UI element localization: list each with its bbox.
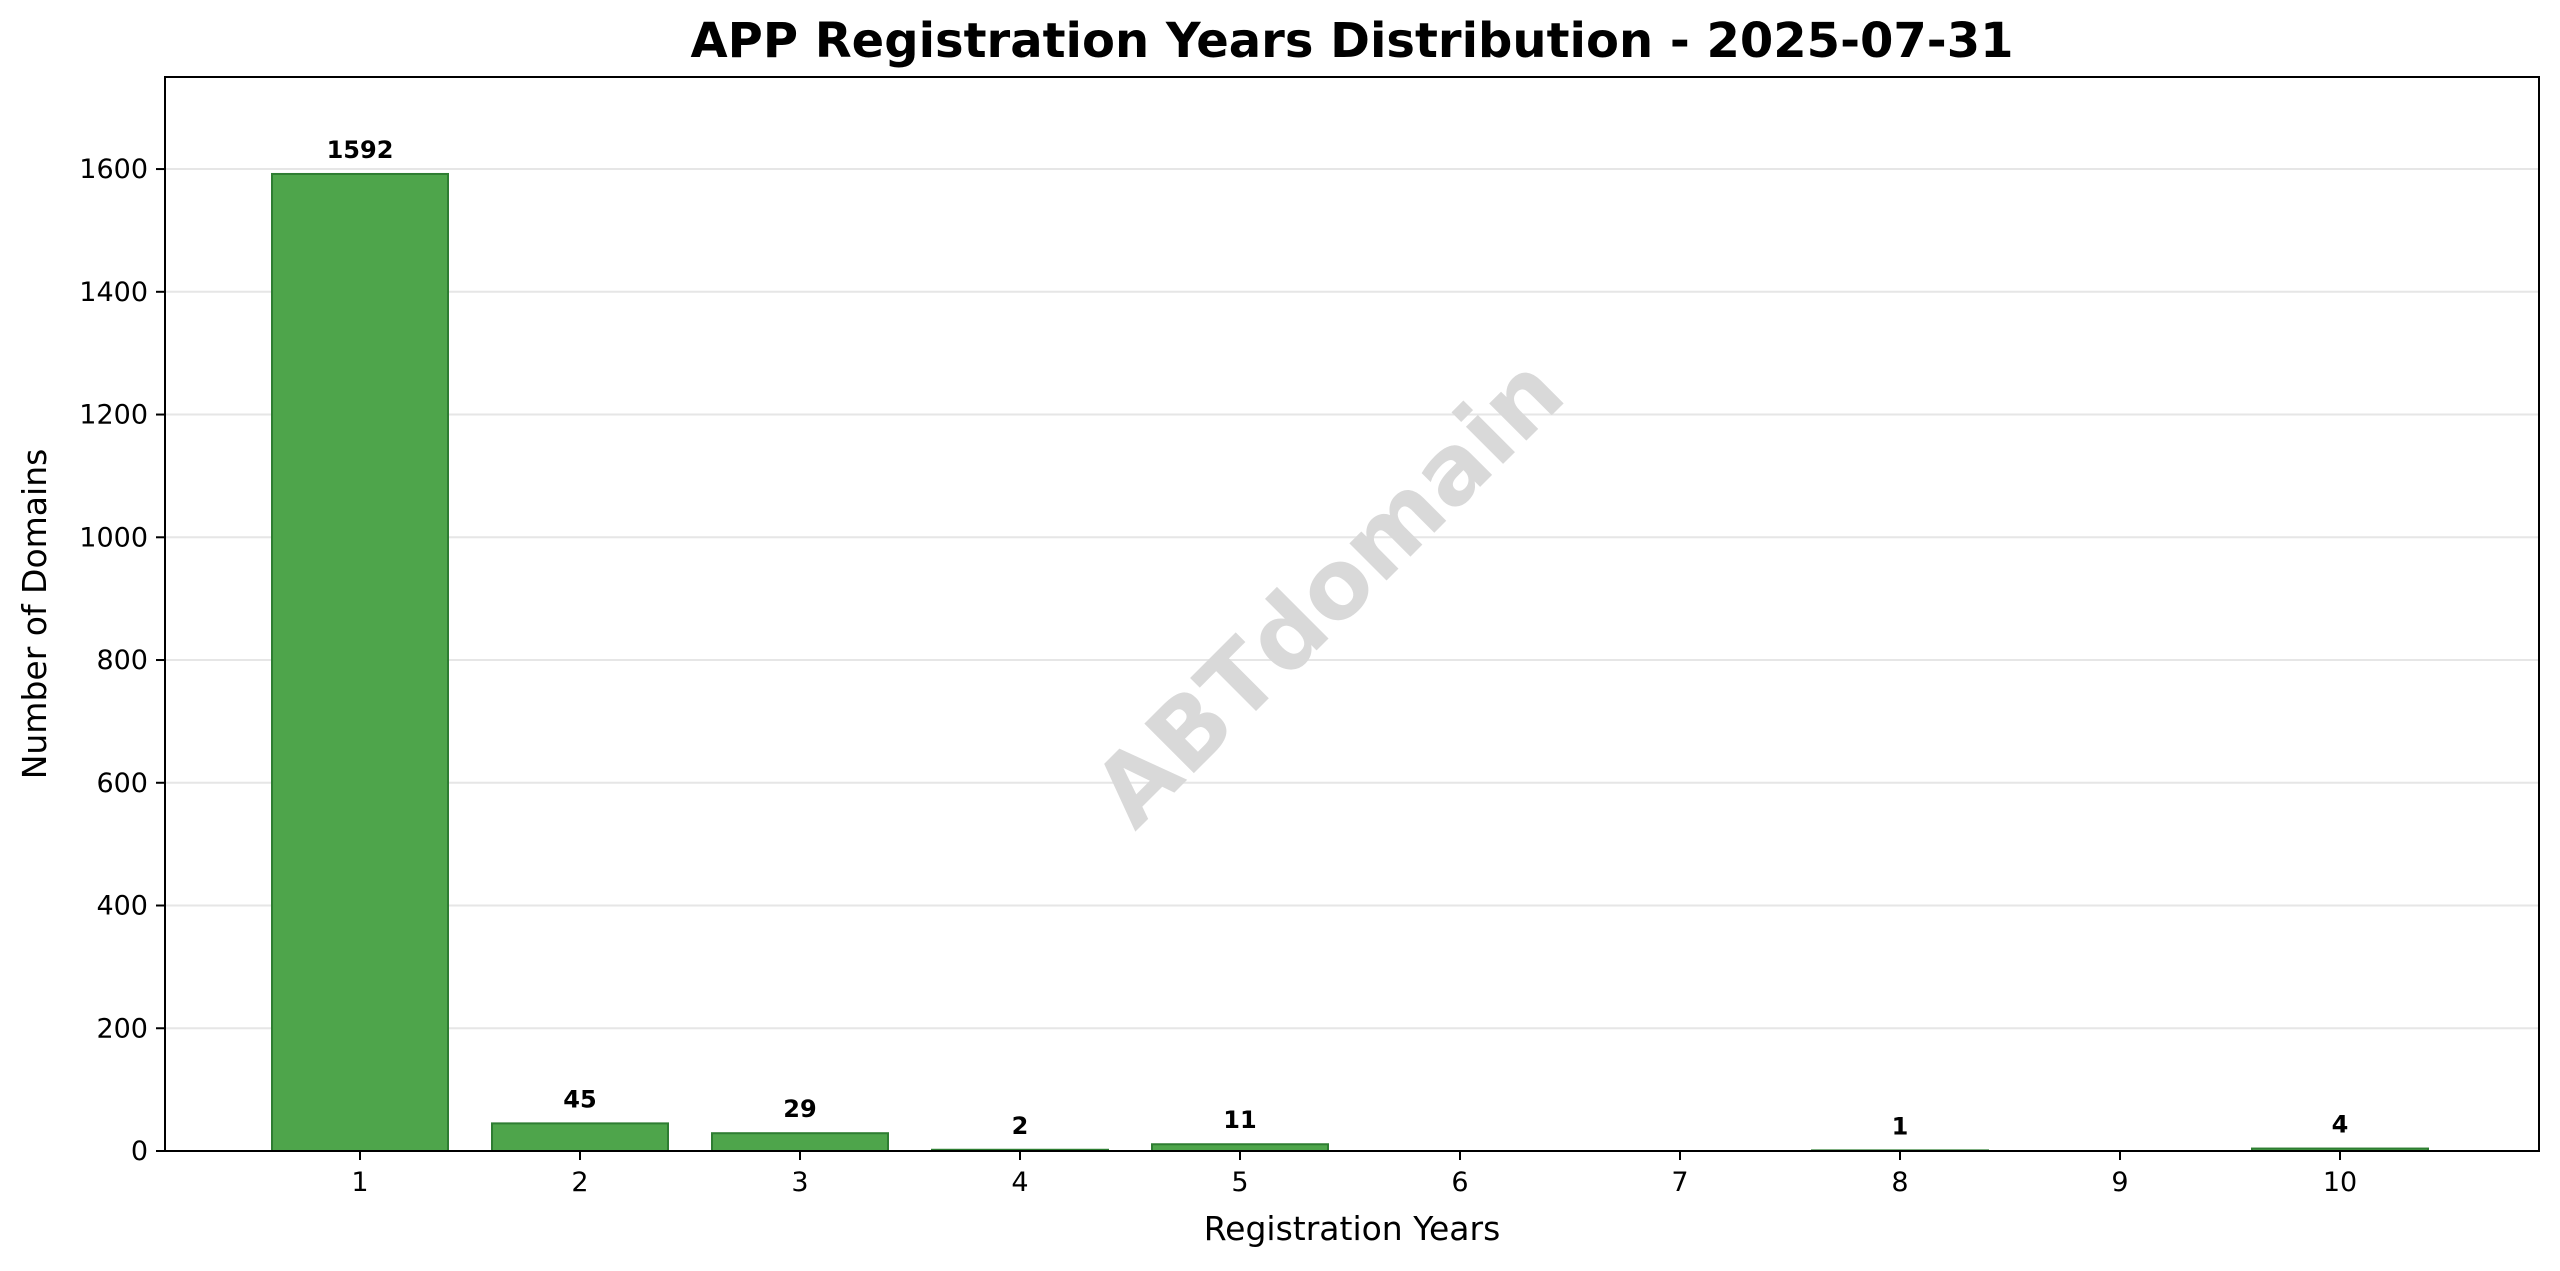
x-tick-label: 8 bbox=[1891, 1167, 1908, 1198]
y-tick-label: 600 bbox=[96, 768, 148, 799]
x-tick-label: 3 bbox=[791, 1167, 808, 1198]
x-tick-label: 2 bbox=[571, 1167, 588, 1198]
y-tick-label: 1200 bbox=[79, 400, 148, 431]
y-tick-label: 1000 bbox=[79, 522, 148, 553]
y-tick-label: 1400 bbox=[79, 277, 148, 308]
data-label: 1592 bbox=[327, 136, 394, 164]
bar bbox=[711, 1132, 889, 1152]
x-tick-label: 7 bbox=[1671, 1167, 1688, 1198]
x-axis-label: Registration Years bbox=[1204, 1209, 1501, 1248]
y-tick-label: 200 bbox=[96, 1013, 148, 1044]
x-tick-label: 10 bbox=[2323, 1167, 2357, 1198]
x-tick-label: 5 bbox=[1231, 1167, 1248, 1198]
plot-frame bbox=[164, 76, 2540, 1152]
x-tick-label: 4 bbox=[1011, 1167, 1028, 1198]
y-axis-label: Number of Domains bbox=[15, 449, 54, 780]
bar bbox=[491, 1122, 669, 1152]
chart-title: APP Registration Years Distribution - 20… bbox=[690, 13, 2013, 69]
data-label: 45 bbox=[563, 1085, 596, 1113]
y-tick-label: 400 bbox=[96, 891, 148, 922]
y-tick-label: 800 bbox=[96, 645, 148, 676]
bars bbox=[271, 172, 2429, 1153]
data-label: 29 bbox=[783, 1095, 816, 1123]
data-label: 1 bbox=[1892, 1112, 1909, 1140]
data-label: 2 bbox=[1012, 1112, 1029, 1140]
watermark-text: ABTdomain bbox=[1072, 335, 1585, 848]
y-tick-label: 1600 bbox=[79, 154, 148, 185]
bar bbox=[1151, 1143, 1329, 1153]
x-tick-label: 9 bbox=[2111, 1167, 2128, 1198]
x-axis: 1 2 3 4 5 6 7 8 9 10 bbox=[351, 1151, 2357, 1198]
x-tick-label: 1 bbox=[351, 1167, 368, 1198]
data-label: 11 bbox=[1223, 1106, 1256, 1134]
data-label: 4 bbox=[2332, 1111, 2349, 1139]
grid-lines bbox=[165, 168, 2539, 1030]
x-tick-label: 6 bbox=[1451, 1167, 1468, 1198]
y-axis: 0 200 400 600 800 1000 1200 1400 1600 bbox=[79, 154, 165, 1167]
bar bbox=[271, 172, 449, 1152]
y-tick-label: 0 bbox=[131, 1136, 148, 1167]
